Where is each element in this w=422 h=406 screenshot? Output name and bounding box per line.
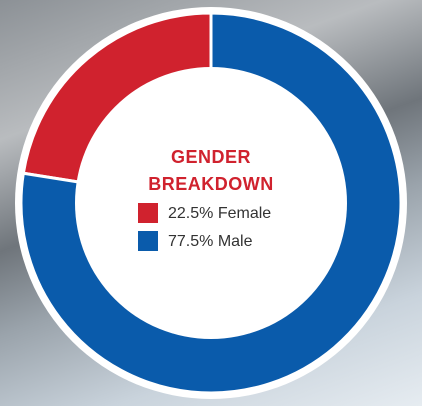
legend-swatch: [138, 231, 158, 251]
legend-label: 22.5% Female: [168, 205, 271, 222]
chart-title: GENDER BREAKDOWN: [148, 147, 274, 194]
legend-swatch: [138, 203, 158, 223]
donut-hole: [75, 67, 347, 339]
legend-label: 77.5% Male: [168, 233, 253, 250]
